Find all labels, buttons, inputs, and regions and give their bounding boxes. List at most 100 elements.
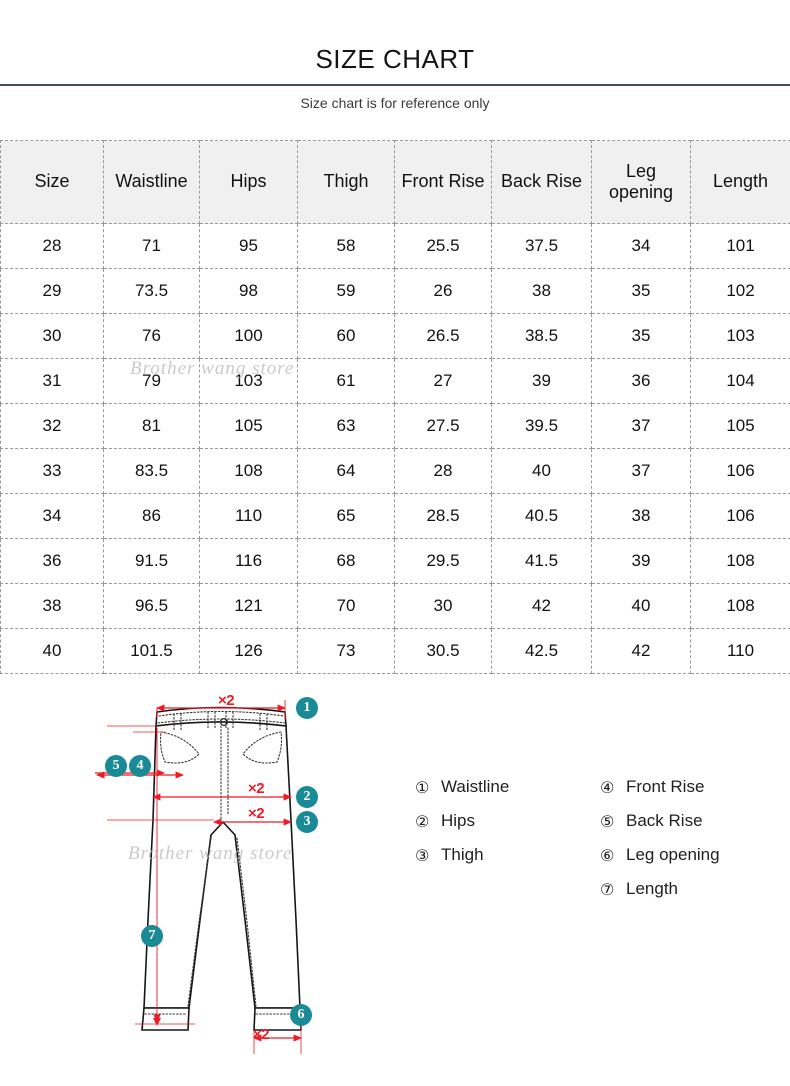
cell-leg-opening: 35 <box>591 268 691 314</box>
legend-number-4: ④ <box>600 777 615 797</box>
pants-diagram <box>95 700 302 1054</box>
cell-back-rise: 39.5 <box>491 403 592 449</box>
cell-leg-opening: 38 <box>591 493 691 539</box>
cell-front-rise: 30 <box>394 583 492 629</box>
diagram-badge-2: 2 <box>296 786 318 808</box>
length-arrow-head <box>153 1018 161 1026</box>
dimension-label-hips: ×2 <box>248 780 265 797</box>
table-row: 30 76 100 60 26.5 38.5 35 103 <box>0 313 790 359</box>
column-header-thigh: Thigh <box>297 140 395 224</box>
cell-length: 105 <box>690 403 790 449</box>
cell-thigh: 68 <box>297 538 395 584</box>
cell-length: 106 <box>690 448 790 494</box>
table-row: 40 101.5 126 73 30.5 42.5 42 110 <box>0 628 790 674</box>
cell-waistline: 96.5 <box>103 583 200 629</box>
cell-size: 30 <box>0 313 104 359</box>
cell-waistline: 76 <box>103 313 200 359</box>
cell-size: 31 <box>0 358 104 404</box>
diagram-badge-5: 5 <box>105 755 127 777</box>
cell-size: 34 <box>0 493 104 539</box>
legend-number-1: ① <box>415 777 430 797</box>
cell-back-rise: 38 <box>491 268 592 314</box>
cell-front-rise: 30.5 <box>394 628 492 674</box>
cell-back-rise: 38.5 <box>491 313 592 359</box>
cell-size: 29 <box>0 268 104 314</box>
size-table: Size Waistline Hips Thigh Front Rise Bac… <box>0 140 790 674</box>
legend-label-thigh: Thigh <box>441 845 484 864</box>
cell-length: 108 <box>690 583 790 629</box>
dimension-label-waistline: ×2 <box>218 692 235 709</box>
legend-label-back-rise: Back Rise <box>626 811 703 830</box>
cell-waistline: 79 <box>103 358 200 404</box>
cell-hips: 95 <box>199 223 298 269</box>
cell-back-rise: 42.5 <box>491 628 592 674</box>
cell-size: 28 <box>0 223 104 269</box>
cell-leg-opening: 35 <box>591 313 691 359</box>
table-row: 38 96.5 121 70 30 42 40 108 <box>0 583 790 629</box>
button-icon <box>219 717 229 727</box>
cell-thigh: 61 <box>297 358 395 404</box>
legend: ① Waistline ② Hips ③ Thigh ④ Front Rise … <box>415 770 785 906</box>
diagram-badge-3: 3 <box>296 811 318 833</box>
cell-thigh: 58 <box>297 223 395 269</box>
page-subtitle: Size chart is for reference only <box>300 94 490 111</box>
table-body: 28 71 95 58 25.5 37.5 34 101 29 73.5 98 59 26 38 35 102… <box>0 223 790 674</box>
legend-number-7: ⑦ <box>600 879 615 899</box>
diagram-badge-7: 7 <box>141 925 163 947</box>
legend-column-right: ④ Front Rise ⑤ Back Rise ⑥ Leg opening ⑦… <box>600 770 785 906</box>
legend-item-leg-opening: ⑥ Leg opening <box>600 838 785 872</box>
column-header-front-rise: Front Rise <box>394 140 492 224</box>
cell-waistline: 73.5 <box>103 268 200 314</box>
cell-leg-opening: 36 <box>591 358 691 404</box>
column-header-length: Length <box>690 140 790 224</box>
cell-front-rise: 26 <box>394 268 492 314</box>
legend-number-5: ⑤ <box>600 811 615 831</box>
cell-length: 110 <box>690 628 790 674</box>
legend-item-thigh: ③ Thigh <box>415 838 600 872</box>
cell-leg-opening: 40 <box>591 583 691 629</box>
cell-length: 106 <box>690 493 790 539</box>
cell-size: 33 <box>0 448 104 494</box>
cell-waistline: 83.5 <box>103 448 200 494</box>
cell-thigh: 73 <box>297 628 395 674</box>
cell-hips: 105 <box>199 403 298 449</box>
page-title: SIZE CHART <box>315 44 475 74</box>
legend-item-length: ⑦ Length <box>600 872 785 906</box>
cell-hips: 108 <box>199 448 298 494</box>
table-row: 33 83.5 108 64 28 40 37 106 <box>0 448 790 494</box>
cell-hips: 121 <box>199 583 298 629</box>
cell-hips: 98 <box>199 268 298 314</box>
cell-front-rise: 29.5 <box>394 538 492 584</box>
pants-detail-stitching <box>144 710 300 1015</box>
cell-leg-opening: 42 <box>591 628 691 674</box>
cell-back-rise: 41.5 <box>491 538 592 584</box>
cell-waistline: 86 <box>103 493 200 539</box>
cell-length: 101 <box>690 223 790 269</box>
measurement-diagram-area: 1 2 3 4 5 6 7 ×2 ×2 ×2 ×2 ① Waistline ② … <box>0 670 790 1086</box>
cell-size: 32 <box>0 403 104 449</box>
title-divider <box>0 83 790 86</box>
table-row: 31 79 103 61 27 39 36 104 <box>0 358 790 404</box>
cell-leg-opening: 39 <box>591 538 691 584</box>
cell-back-rise: 42 <box>491 583 592 629</box>
legend-label-waistline: Waistline <box>441 777 510 796</box>
legend-label-hips: Hips <box>441 811 476 830</box>
column-header-hips: Hips <box>199 140 298 224</box>
cell-thigh: 63 <box>297 403 395 449</box>
diagram-badge-1: 1 <box>296 697 318 719</box>
cell-length: 103 <box>690 313 790 359</box>
cell-back-rise: 40.5 <box>491 493 592 539</box>
legend-number-3: ③ <box>415 845 430 865</box>
table-row: 29 73.5 98 59 26 38 35 102 <box>0 268 790 314</box>
legend-column-left: ① Waistline ② Hips ③ Thigh <box>415 770 600 906</box>
legend-label-leg-opening: Leg opening <box>626 845 720 864</box>
cell-leg-opening: 37 <box>591 403 691 449</box>
cell-front-rise: 26.5 <box>394 313 492 359</box>
legend-item-waistline: ① Waistline <box>415 770 600 804</box>
cell-front-rise: 27.5 <box>394 403 492 449</box>
cell-length: 104 <box>690 358 790 404</box>
cell-leg-opening: 37 <box>591 448 691 494</box>
cell-waistline: 101.5 <box>103 628 200 674</box>
table-header: Size Waistline Hips Thigh Front Rise Bac… <box>0 140 790 224</box>
cell-back-rise: 40 <box>491 448 592 494</box>
